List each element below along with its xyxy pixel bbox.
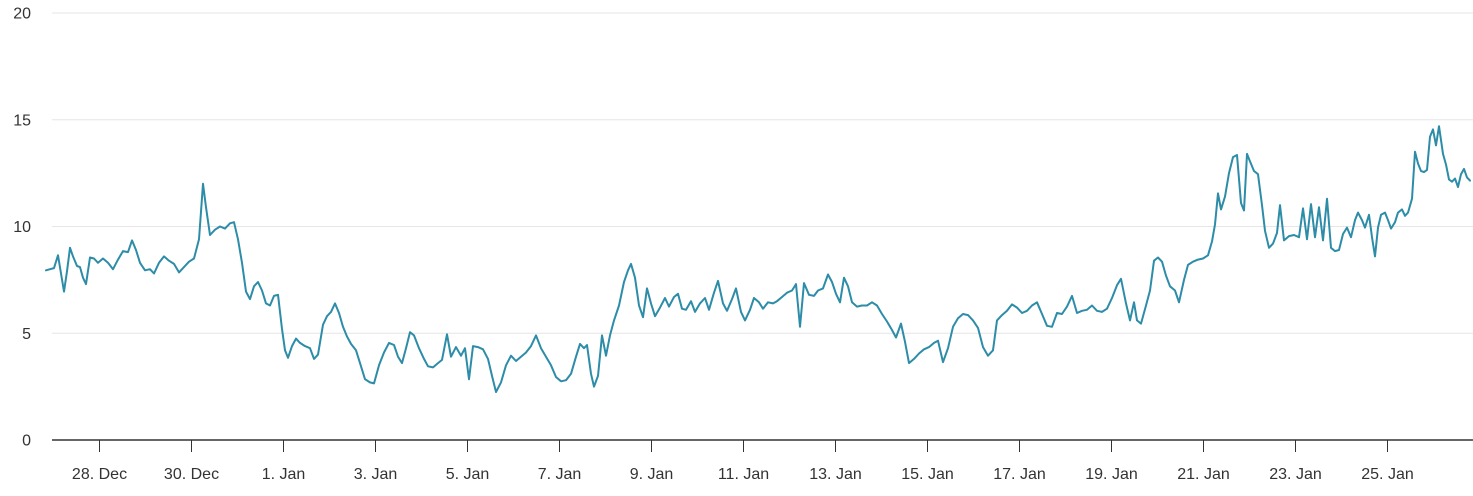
x-axis-label: 17. Jan: [993, 466, 1045, 483]
x-axis-label: 28. Dec: [72, 466, 127, 483]
y-axis-label: 15: [13, 112, 31, 129]
y-axis-label: 0: [22, 433, 31, 450]
series-line: [45, 125, 1471, 393]
x-axis-label: 7. Jan: [538, 466, 582, 483]
x-axis-label: 19. Jan: [1085, 466, 1137, 483]
x-axis-label: 25. Jan: [1361, 466, 1413, 483]
x-axis-label: 5. Jan: [446, 466, 490, 483]
y-axis-label: 20: [13, 6, 31, 23]
x-axis-label: 1. Jan: [262, 466, 306, 483]
y-axis-label: 10: [13, 219, 31, 236]
y-axis-label: 5: [22, 326, 31, 343]
x-axis-label: 21. Jan: [1177, 466, 1229, 483]
x-axis-label: 30. Dec: [164, 466, 219, 483]
x-axis-label: 13. Jan: [809, 466, 861, 483]
x-axis-label: 3. Jan: [354, 466, 398, 483]
x-axis-label: 15. Jan: [901, 466, 953, 483]
x-axis-label: 11. Jan: [718, 466, 769, 483]
x-axis-label: 23. Jan: [1269, 466, 1321, 483]
x-axis-label: 9. Jan: [630, 466, 674, 483]
